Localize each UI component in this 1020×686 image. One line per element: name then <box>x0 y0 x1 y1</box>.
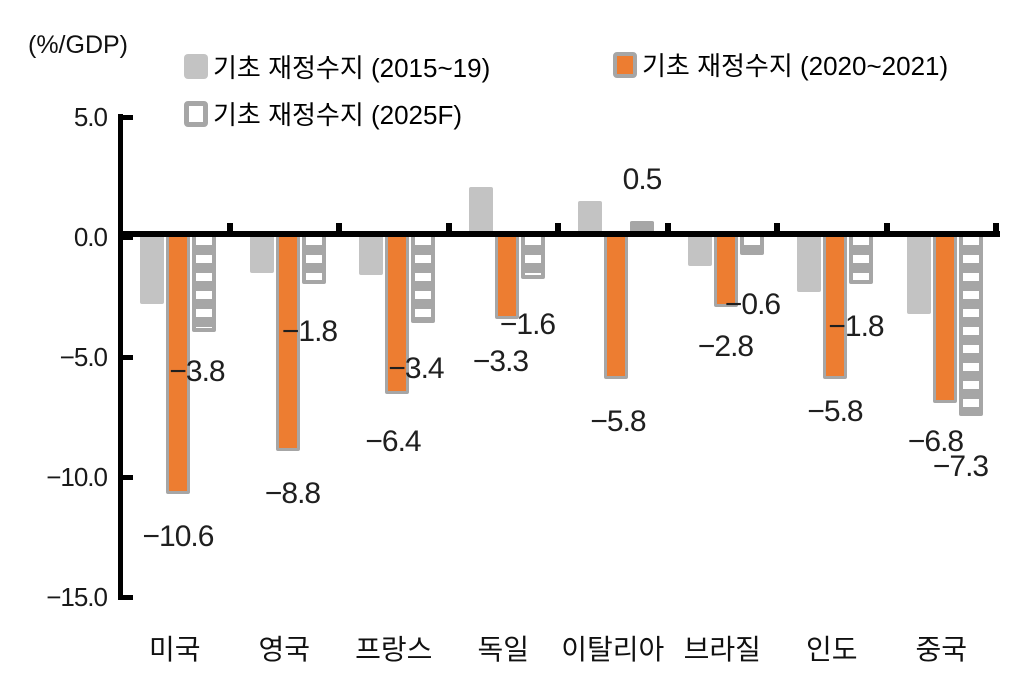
y-axis-unit-label: (%/GDP) <box>28 31 128 59</box>
value-label-2025f-india: −1.8 <box>828 310 884 344</box>
bar-2020-2021-germany <box>494 233 519 320</box>
y-axis-tick <box>120 474 133 480</box>
bar-2015-19-india <box>797 233 821 293</box>
bar-2015-19-usa <box>140 233 164 305</box>
value-label-2025f-china: −7.3 <box>932 450 989 484</box>
x-axis-tick <box>993 223 999 231</box>
legend-swatch-2015-19 <box>184 54 208 79</box>
x-label-uk: 영국 <box>258 634 311 665</box>
y-axis-tick <box>120 234 133 240</box>
bar-2015-19-uk <box>249 233 274 273</box>
y-tick-label: −5.0 <box>59 342 108 372</box>
value-label-2025f-italy: 0.5 <box>622 163 663 196</box>
bar-2020-2021-usa <box>166 233 190 495</box>
x-label-usa: 미국 <box>149 634 201 665</box>
value-label-2025f-germany: −1.6 <box>499 308 556 342</box>
value-label-2025f-usa: −3.8 <box>169 355 225 389</box>
y-tick-label: −15.0 <box>46 582 108 612</box>
x-label-germany: 독일 <box>477 634 530 665</box>
legend-swatch-2025f <box>184 100 208 127</box>
value-label-2020-2021-france: −6.4 <box>365 424 421 458</box>
legend-item-2025f: 기초 재정수지 (2025F) <box>184 95 462 132</box>
bar-2015-19-germany <box>468 186 493 237</box>
bar-2020-2021-brazil <box>713 233 738 308</box>
x-axis-tick <box>445 223 452 231</box>
legend-item-2015-19: 기초 재정수지 (2015~19) <box>184 48 490 85</box>
bar-2020-2021-india <box>823 233 847 380</box>
bar-2025f-uk <box>301 233 326 285</box>
value-label-2020-2021-italy: −5.8 <box>590 405 646 439</box>
value-label-2025f-france: −3.4 <box>388 351 444 385</box>
x-label-italy: 이탈리아 <box>561 634 665 665</box>
bar-2020-2021-france <box>385 233 409 394</box>
y-axis-tick <box>120 354 133 360</box>
y-tick-label: −10.0 <box>46 462 108 492</box>
bar-2025f-india <box>849 233 873 285</box>
value-label-2020-2021-brazil: −2.8 <box>697 330 754 364</box>
x-axis-tick <box>664 223 671 231</box>
legend-swatch-2020-2021 <box>613 51 637 78</box>
bar-2020-2021-uk <box>275 233 300 452</box>
x-label-china: 중국 <box>915 634 968 665</box>
legend-label-2015-19: 기초 재정수지 (2015~19) <box>213 53 491 83</box>
bar-2015-19-china <box>906 233 931 314</box>
y-axis-tick <box>120 114 133 120</box>
bar-2015-19-brazil <box>687 233 712 266</box>
value-label-2025f-brazil: −0.6 <box>724 288 781 322</box>
x-axis-line <box>118 231 1000 237</box>
y-axis-tick <box>120 594 133 600</box>
y-tick-label: 5.0 <box>73 102 108 132</box>
bar-2025f-usa <box>192 233 216 333</box>
bar-2025f-china <box>958 233 983 417</box>
bar-2020-2021-italy <box>604 233 628 380</box>
x-axis-tick <box>774 223 780 231</box>
x-label-france: 프랑스 <box>355 634 433 665</box>
value-label-2020-2021-uk: −8.8 <box>264 477 321 511</box>
legend-item-2020-2021: 기초 재정수지 (2020~2021) <box>613 46 948 83</box>
legend-label-2020-2021: 기초 재정수지 (2020~2021) <box>642 51 949 81</box>
bar-2015-19-france <box>359 233 383 276</box>
value-label-2020-2021-germany: −3.3 <box>472 345 529 379</box>
x-axis-tick <box>226 223 233 231</box>
x-axis-tick <box>336 223 342 231</box>
legend-label-2025f: 기초 재정수지 (2025F) <box>213 100 463 130</box>
x-axis-tick <box>555 223 561 231</box>
value-label-2020-2021-india: −5.8 <box>807 395 863 429</box>
bar-2025f-france <box>411 233 435 323</box>
value-label-2025f-uk: −1.8 <box>281 315 338 349</box>
bar-2025f-germany <box>520 233 545 280</box>
bar-2020-2021-china <box>932 233 957 404</box>
x-axis-tick <box>883 223 890 231</box>
x-label-brazil: 브라질 <box>683 634 761 665</box>
value-label-2020-2021-usa: −10.6 <box>142 520 215 554</box>
y-tick-label: 0.0 <box>73 222 108 252</box>
x-label-india: 인도 <box>806 634 858 665</box>
value-label-2020-2021-china: −6.8 <box>907 425 964 459</box>
